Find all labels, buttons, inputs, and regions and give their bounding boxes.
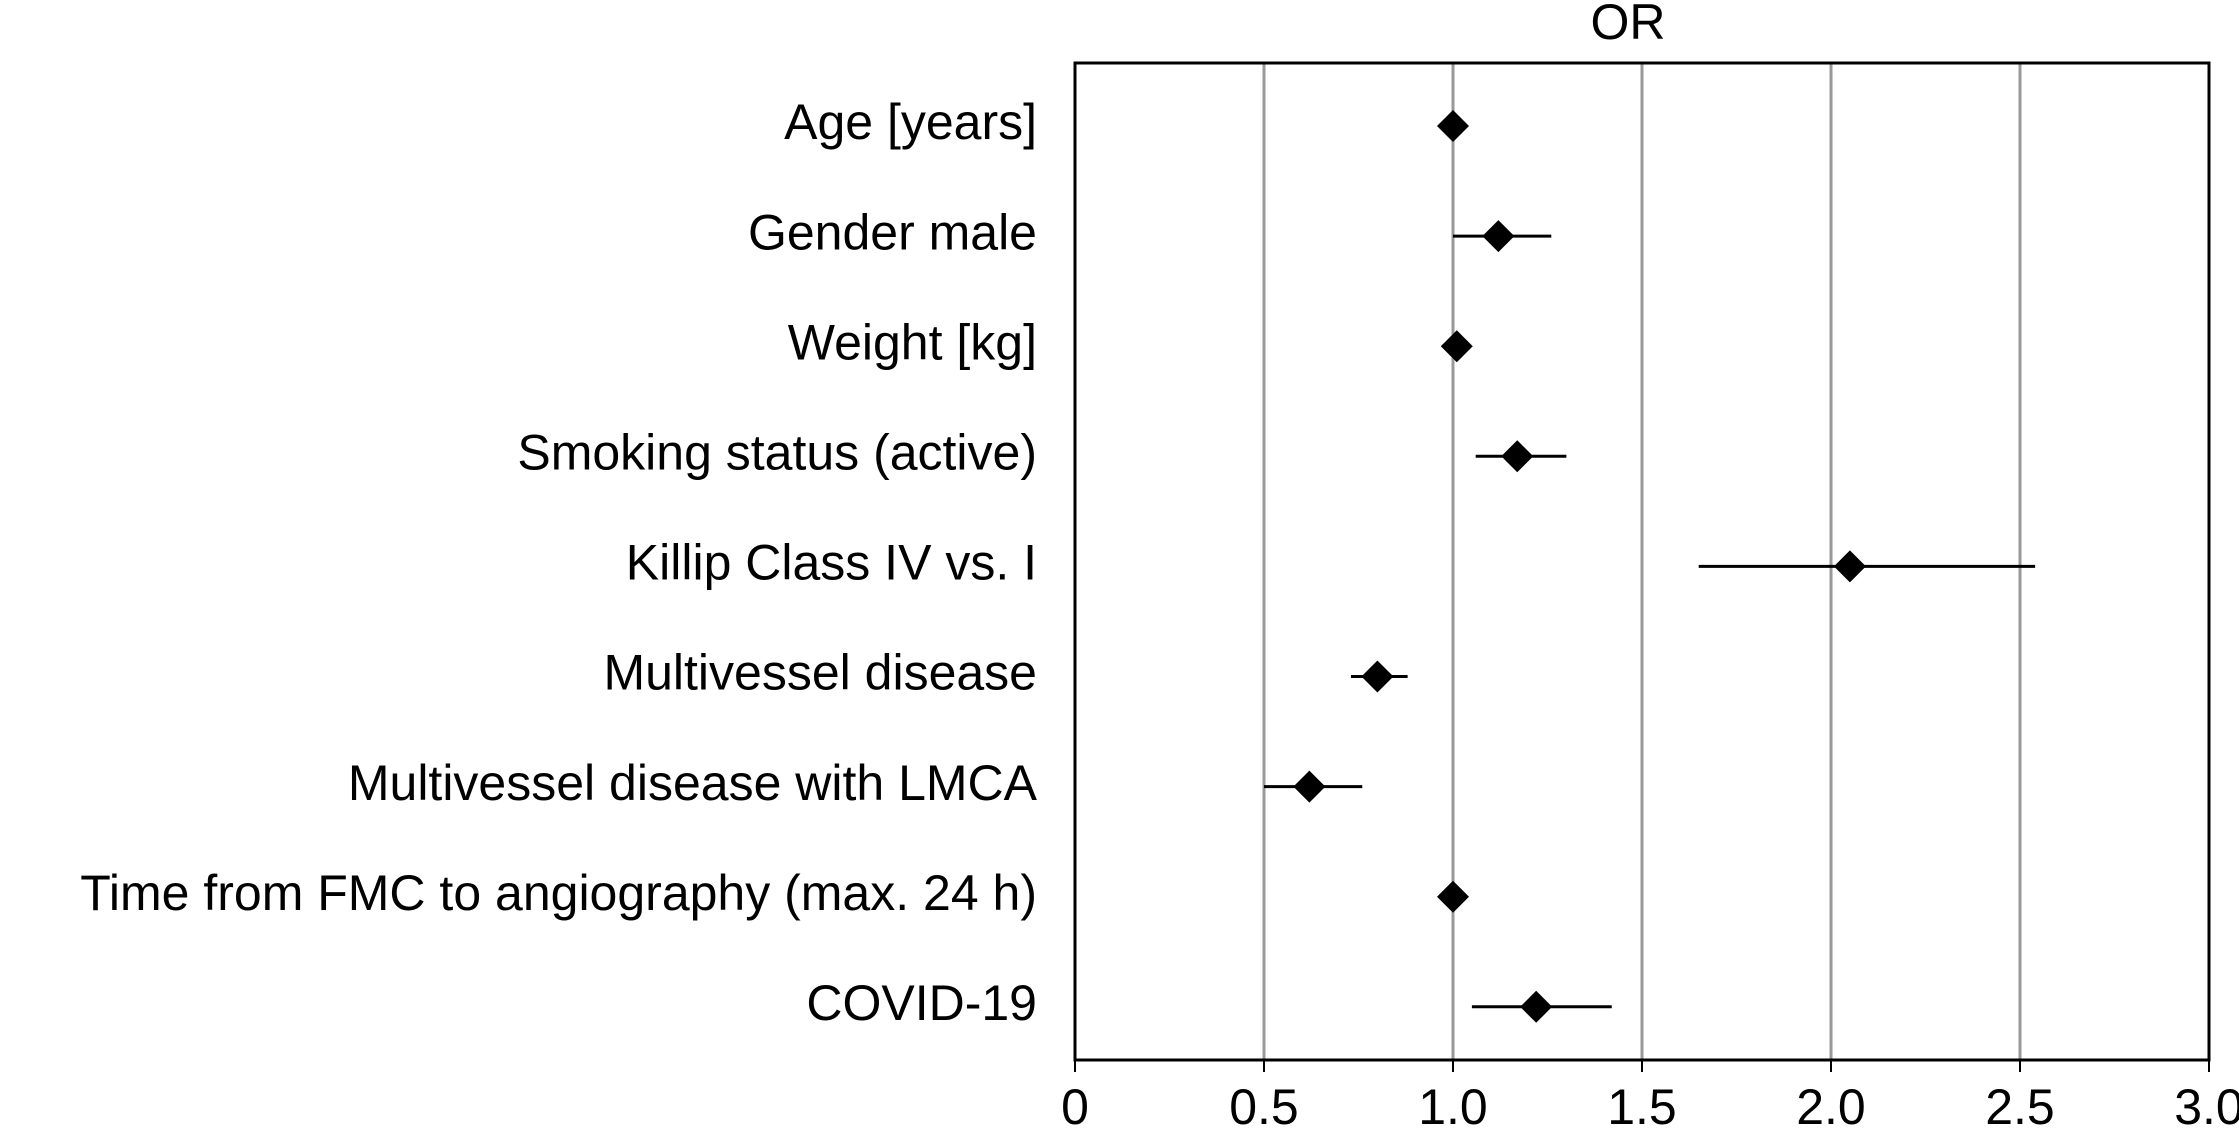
point-estimate (1361, 660, 1394, 693)
point-estimate (1520, 990, 1553, 1023)
y-category-label: Killip Class IV vs. I (626, 535, 1037, 591)
x-tick-label: 2.5 (1985, 1079, 2055, 1134)
y-category-label: Age [years] (784, 94, 1037, 150)
y-category-label: Gender male (748, 204, 1037, 260)
y-category-label: Multivessel disease (603, 645, 1037, 701)
y-category-label: Weight [kg] (788, 314, 1037, 370)
point-estimate (1501, 440, 1534, 473)
y-category-label: Multivessel disease with LMCA (348, 755, 1038, 811)
point-estimate (1437, 880, 1469, 913)
point-estimate (1293, 770, 1326, 803)
x-tick-label: 0 (1061, 1079, 1089, 1134)
x-tick-label: 1.5 (1607, 1079, 1677, 1134)
y-category-label: Time from FMC to angiography (max. 24 h) (80, 865, 1037, 921)
y-category-label: COVID-19 (806, 975, 1037, 1031)
plot-frame (1073, 61, 2211, 1062)
x-tick-label: 1.0 (1418, 1079, 1488, 1134)
x-tick-label: 0.5 (1229, 1079, 1299, 1134)
x-tick-label: 2.0 (1796, 1079, 1866, 1134)
point-estimate (1482, 220, 1515, 253)
point-estimate (1437, 110, 1469, 142)
chart-title: OR (1591, 0, 1666, 50)
x-tick-label: 3.0 (2174, 1079, 2239, 1134)
y-category-label: Smoking status (active) (517, 425, 1037, 481)
point-estimate (1440, 330, 1473, 363)
point-estimate (1833, 550, 1866, 583)
